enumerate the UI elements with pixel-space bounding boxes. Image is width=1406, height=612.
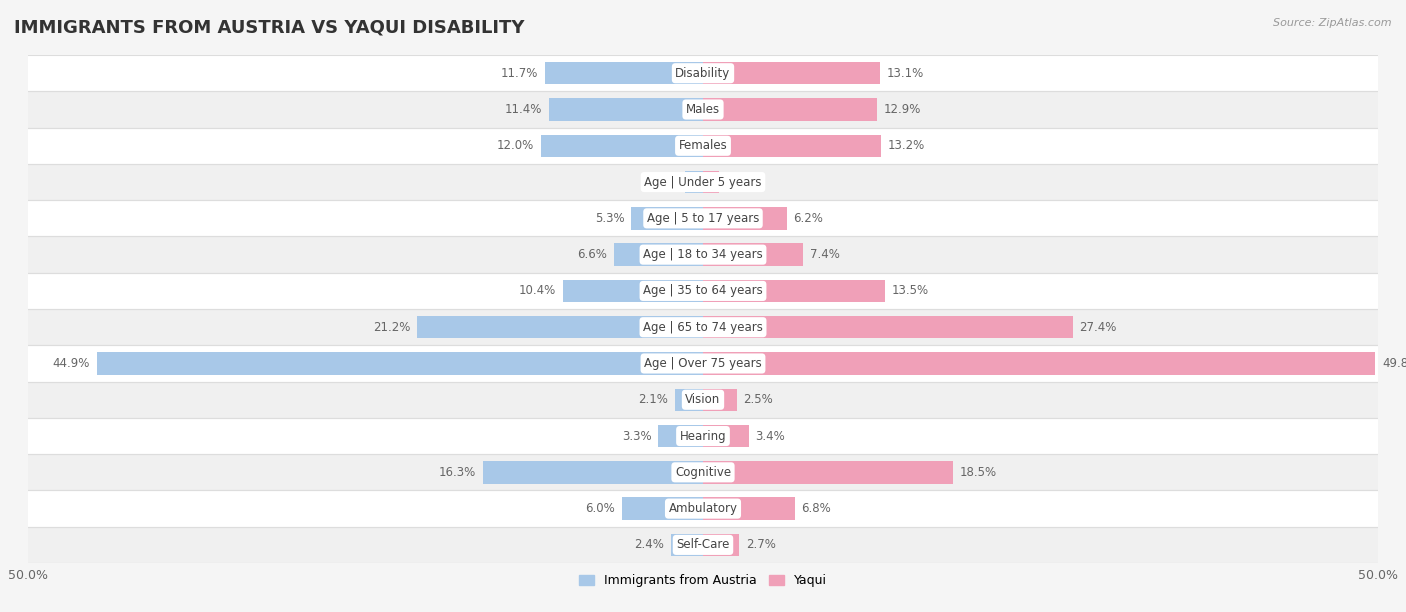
Text: Age | 65 to 74 years: Age | 65 to 74 years — [643, 321, 763, 334]
Text: Age | 35 to 64 years: Age | 35 to 64 years — [643, 285, 763, 297]
Bar — [703, 389, 737, 411]
Bar — [28, 382, 1378, 418]
Bar — [28, 527, 1378, 563]
Text: Age | 18 to 34 years: Age | 18 to 34 years — [643, 248, 763, 261]
Text: 11.4%: 11.4% — [505, 103, 543, 116]
Text: 2.7%: 2.7% — [747, 539, 776, 551]
Bar — [671, 534, 703, 556]
Text: 2.4%: 2.4% — [634, 539, 664, 551]
Bar — [97, 353, 703, 375]
Bar — [416, 316, 703, 338]
Bar — [703, 280, 886, 302]
Text: 12.9%: 12.9% — [884, 103, 921, 116]
Text: 18.5%: 18.5% — [959, 466, 997, 479]
Bar — [621, 498, 703, 520]
Bar — [28, 345, 1378, 382]
Bar — [484, 461, 703, 483]
Text: Source: ZipAtlas.com: Source: ZipAtlas.com — [1274, 18, 1392, 28]
Bar — [28, 55, 1378, 91]
Text: 44.9%: 44.9% — [53, 357, 90, 370]
Bar — [703, 135, 882, 157]
Bar — [703, 353, 1375, 375]
Text: 13.5%: 13.5% — [891, 285, 929, 297]
Text: 16.3%: 16.3% — [439, 466, 477, 479]
Text: 6.6%: 6.6% — [578, 248, 607, 261]
Text: Males: Males — [686, 103, 720, 116]
Bar — [703, 207, 787, 230]
Bar — [658, 425, 703, 447]
Bar — [614, 244, 703, 266]
Text: 5.3%: 5.3% — [595, 212, 624, 225]
Bar — [28, 309, 1378, 345]
Text: 1.3%: 1.3% — [650, 176, 679, 188]
Text: 2.5%: 2.5% — [744, 394, 773, 406]
Text: IMMIGRANTS FROM AUSTRIA VS YAQUI DISABILITY: IMMIGRANTS FROM AUSTRIA VS YAQUI DISABIL… — [14, 18, 524, 36]
Bar — [541, 135, 703, 157]
Bar — [546, 62, 703, 84]
Bar — [28, 454, 1378, 490]
Text: Hearing: Hearing — [679, 430, 727, 442]
Bar — [703, 99, 877, 121]
Bar — [28, 164, 1378, 200]
Bar — [28, 128, 1378, 164]
Bar — [703, 62, 880, 84]
Text: 7.4%: 7.4% — [810, 248, 839, 261]
Text: Females: Females — [679, 140, 727, 152]
Text: 1.2%: 1.2% — [725, 176, 756, 188]
Text: Self-Care: Self-Care — [676, 539, 730, 551]
Bar — [703, 425, 749, 447]
Bar — [28, 91, 1378, 128]
Text: Ambulatory: Ambulatory — [668, 502, 738, 515]
Text: 13.2%: 13.2% — [889, 140, 925, 152]
Text: 27.4%: 27.4% — [1080, 321, 1116, 334]
Bar — [703, 498, 794, 520]
Text: 3.4%: 3.4% — [755, 430, 786, 442]
Text: Age | Under 5 years: Age | Under 5 years — [644, 176, 762, 188]
Bar — [631, 207, 703, 230]
Bar — [686, 171, 703, 193]
Text: 13.1%: 13.1% — [887, 67, 924, 80]
Text: 3.3%: 3.3% — [621, 430, 652, 442]
Bar — [28, 418, 1378, 454]
Legend: Immigrants from Austria, Yaqui: Immigrants from Austria, Yaqui — [574, 569, 832, 592]
Bar — [28, 490, 1378, 527]
Text: 6.0%: 6.0% — [585, 502, 616, 515]
Text: 6.2%: 6.2% — [793, 212, 824, 225]
Text: Cognitive: Cognitive — [675, 466, 731, 479]
Bar — [703, 244, 803, 266]
Bar — [703, 316, 1073, 338]
Bar — [28, 236, 1378, 273]
Text: 21.2%: 21.2% — [373, 321, 411, 334]
Bar — [703, 461, 953, 483]
Bar — [28, 273, 1378, 309]
Text: 6.8%: 6.8% — [801, 502, 831, 515]
Text: Vision: Vision — [685, 394, 721, 406]
Text: Age | 5 to 17 years: Age | 5 to 17 years — [647, 212, 759, 225]
Bar — [562, 280, 703, 302]
Text: 11.7%: 11.7% — [501, 67, 538, 80]
Text: 49.8%: 49.8% — [1382, 357, 1406, 370]
Bar — [703, 171, 720, 193]
Text: Disability: Disability — [675, 67, 731, 80]
Bar — [703, 534, 740, 556]
Bar — [675, 389, 703, 411]
Bar — [28, 200, 1378, 236]
Bar — [550, 99, 703, 121]
Text: 12.0%: 12.0% — [498, 140, 534, 152]
Text: 2.1%: 2.1% — [638, 394, 668, 406]
Text: 10.4%: 10.4% — [519, 285, 555, 297]
Text: Age | Over 75 years: Age | Over 75 years — [644, 357, 762, 370]
